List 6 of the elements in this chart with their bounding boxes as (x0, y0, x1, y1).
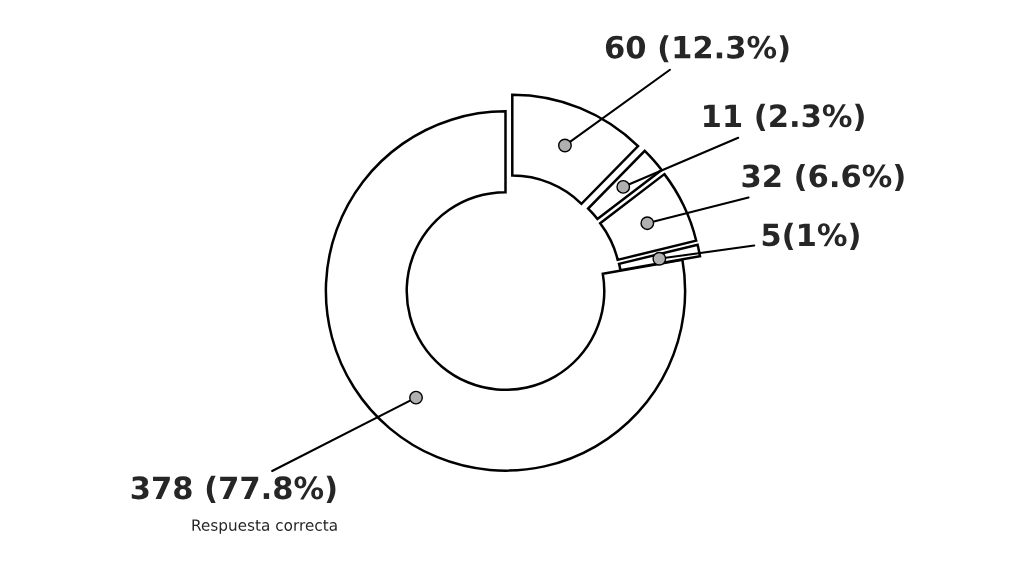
data-label: 5(1%) (762, 222, 859, 250)
data-label: 32 (6.6%) (742, 163, 904, 192)
data-label: 378 (77.8%) (131, 475, 336, 503)
slice-label: Respuesta correcta (192, 519, 337, 534)
data-label: 60 (12.3%) (605, 35, 789, 63)
data-label: 11 (2.3%) (704, 103, 864, 131)
